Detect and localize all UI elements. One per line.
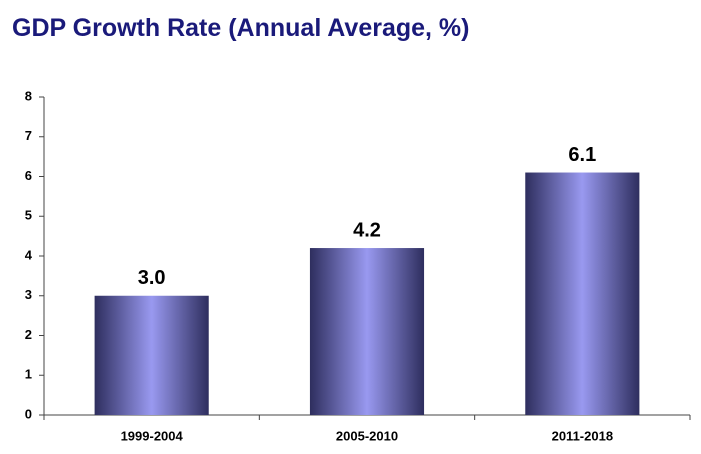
y-tick-label: 2 [25,327,32,342]
y-tick-label: 4 [25,247,33,262]
value-label: 3.0 [138,267,166,289]
x-tick-label: 1999-2004 [121,428,184,443]
y-tick-label: 7 [25,128,32,143]
y-tick-label: 8 [25,88,32,103]
y-tick-label: 1 [25,367,32,382]
y-tick-label: 3 [25,287,32,302]
y-tick-label: 6 [25,168,32,183]
y-tick-label: 0 [25,406,32,421]
value-label: 4.2 [353,219,381,241]
x-tick-label: 2011-2018 [552,428,613,443]
bar [525,172,640,415]
bar [309,248,425,415]
bar [94,295,209,415]
value-label: 6.1 [568,144,596,166]
chart-title: GDP Growth Rate (Annual Average, %) [12,14,469,42]
y-tick-label: 5 [25,208,32,223]
x-tick-label: 2005-2010 [336,428,398,443]
